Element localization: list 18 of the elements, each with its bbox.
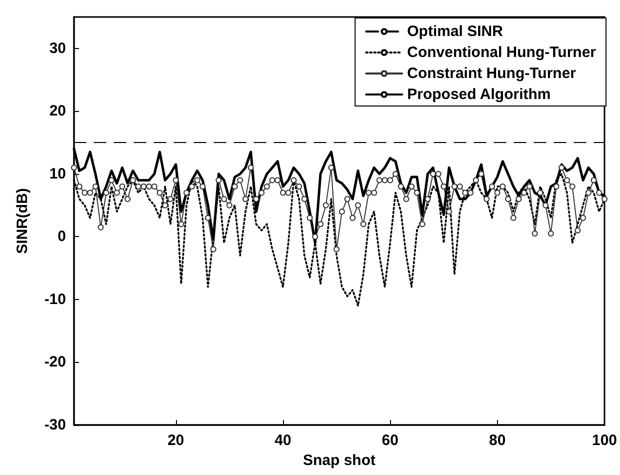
y-tick-label: 30	[49, 40, 66, 57]
x-tick-label: 40	[274, 432, 292, 449]
legend-label: Conventional Hung-Turner	[407, 44, 596, 61]
y-axis-title: SINR(dB)	[14, 188, 31, 254]
x-tick-label: 20	[167, 432, 184, 449]
y-tick-label: -30	[44, 416, 66, 434]
y-tick-label: 0	[58, 228, 66, 246]
legend-label: Optimal SINR	[407, 23, 504, 40]
x-tick-label: 60	[382, 432, 398, 449]
x-tick-label: 80	[488, 432, 506, 449]
y-tick-label: 20	[49, 102, 66, 120]
x-tick-label: 100	[592, 432, 617, 449]
legend-label: Constraint Hung-Turner	[407, 65, 576, 82]
y-tick-label: -20	[44, 354, 66, 371]
y-tick-label: 10	[49, 165, 66, 182]
legend-label: Proposed Algorithm	[407, 86, 551, 103]
y-tick-label: -10	[44, 290, 66, 308]
x-axis-title: Snap shot	[302, 452, 376, 469]
